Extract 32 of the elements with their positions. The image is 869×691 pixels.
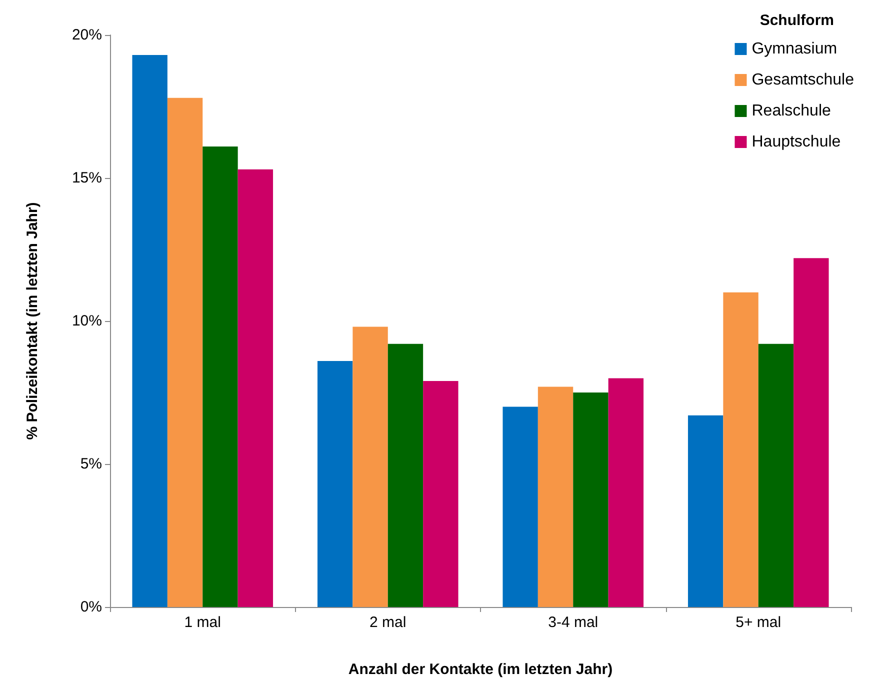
legend-label: Gymnasium (752, 40, 838, 58)
y-tick-label: 20% (72, 26, 102, 44)
bar (238, 169, 274, 607)
bar (758, 344, 794, 607)
x-tick-label: 2 mal (370, 614, 406, 631)
y-tick-label: 15% (72, 170, 102, 186)
legend-title: Schulform (760, 12, 834, 29)
y-axis-title: % Polizeikontakt (im letzten Jahr) (24, 202, 41, 440)
bar (538, 386, 574, 607)
x-axis-title: Anzahl der Kontakte (im letzten Jahr) (348, 661, 613, 678)
bar (502, 406, 538, 607)
bar (608, 378, 644, 607)
y-tick-label: 0% (80, 598, 102, 616)
y-tick-label: 10% (72, 312, 102, 330)
bar (202, 146, 238, 607)
legend-label: Hauptschule (752, 134, 841, 150)
bar (423, 381, 458, 607)
legend-label: Realschule (752, 102, 831, 120)
y-tick-label: 5% (80, 456, 102, 472)
bar (352, 326, 388, 607)
x-tick-label: 3-4 mal (548, 614, 598, 631)
bar (794, 258, 829, 607)
x-tick-label: 5+ mal (736, 614, 782, 631)
bar (388, 344, 424, 607)
bar (723, 292, 758, 607)
legend-label: Gesamtschule (752, 72, 854, 88)
bar (573, 392, 608, 607)
bar (167, 98, 203, 607)
bar (132, 55, 168, 607)
x-tick-label: 1 mal (184, 614, 221, 631)
bar (317, 361, 353, 607)
bar (688, 415, 724, 607)
